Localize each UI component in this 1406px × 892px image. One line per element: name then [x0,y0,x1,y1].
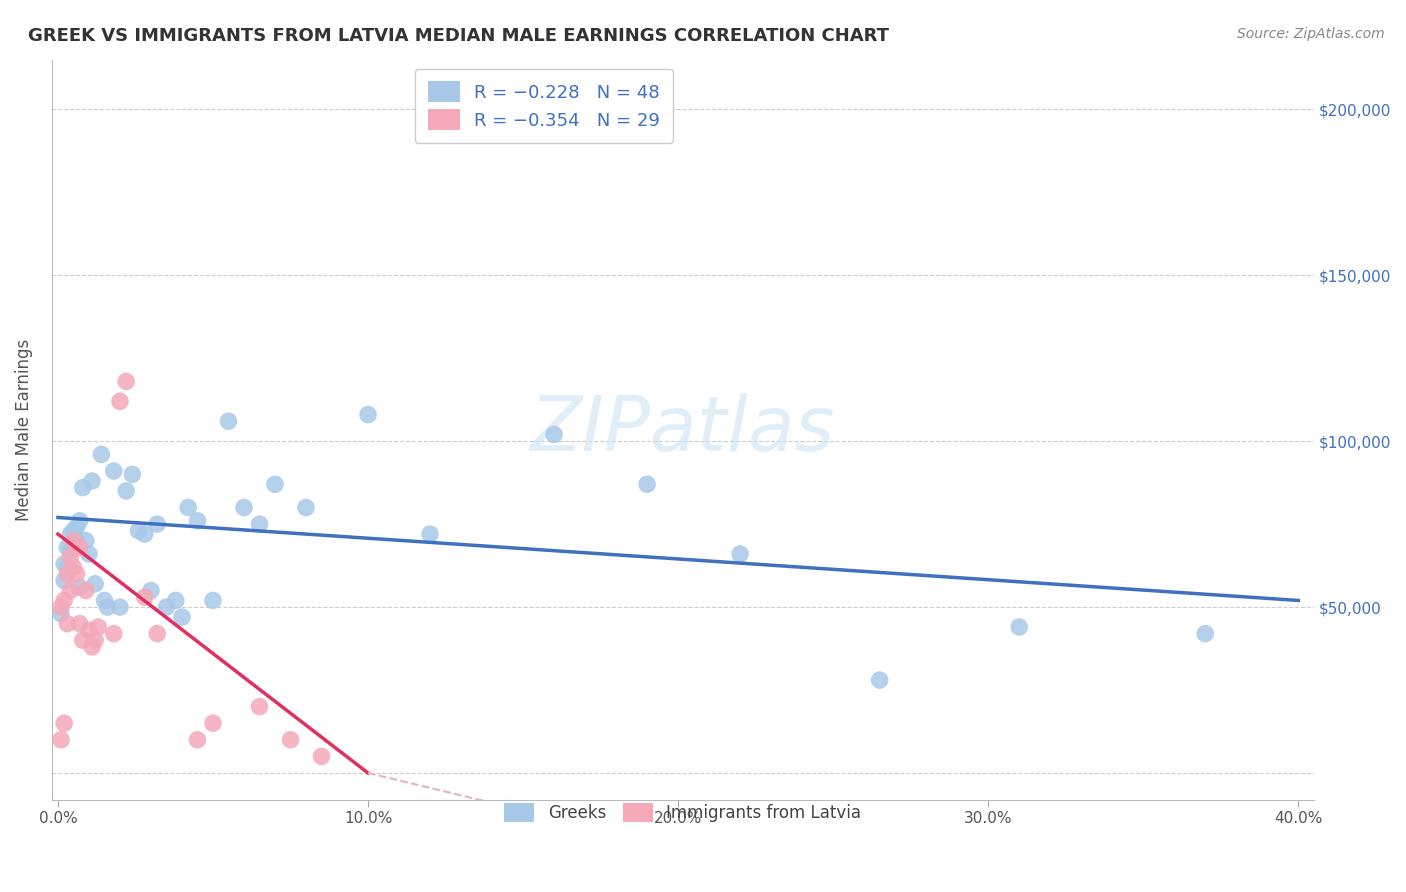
Point [59,550,82,565]
Point [177,500,200,515]
Point [134,527,156,541]
Point [59,527,82,541]
Point [49,732,72,747]
Point [201,716,224,731]
Point [146,626,169,640]
Point [155,600,177,615]
Point [65,566,87,581]
Point [233,500,256,515]
Point [728,547,751,561]
Point [49,600,72,615]
Point [62,560,84,574]
Point [108,600,131,615]
Point [134,590,156,604]
Point [419,527,441,541]
Point [186,732,208,747]
Point [201,593,224,607]
Point [62,533,84,548]
Point [93,593,115,607]
Point [1194,626,1216,640]
Point [103,464,125,478]
Point [53,593,76,607]
Point [295,500,318,515]
Point [170,610,193,624]
Point [249,699,271,714]
Point [62,524,84,538]
Point [53,716,76,731]
Point [311,749,333,764]
Point [103,626,125,640]
Point [69,580,91,594]
Point [186,514,208,528]
Point [75,583,97,598]
Point [115,375,138,389]
Point [72,633,94,648]
Point [108,394,131,409]
Point [53,557,76,571]
Point [72,481,94,495]
Point [249,517,271,532]
Point [90,447,112,461]
Point [69,616,91,631]
Point [80,474,103,488]
Point [146,517,169,532]
Text: GREEK VS IMMIGRANTS FROM LATVIA MEDIAN MALE EARNINGS CORRELATION CHART: GREEK VS IMMIGRANTS FROM LATVIA MEDIAN M… [28,27,889,45]
Point [357,408,380,422]
Text: ZIPatlas: ZIPatlas [530,392,835,467]
Point [280,732,302,747]
Point [69,514,91,528]
Point [56,566,79,581]
Point [218,414,240,428]
Point [69,541,91,555]
Point [56,541,79,555]
Point [543,427,565,442]
Point [165,593,187,607]
Text: Source: ZipAtlas.com: Source: ZipAtlas.com [1237,27,1385,41]
Point [115,483,138,498]
Point [75,533,97,548]
Point [121,467,143,482]
Point [636,477,658,491]
Point [87,620,110,634]
Legend: Greeks, Immigrants from Latvia: Greeks, Immigrants from Latvia [491,789,875,836]
Point [869,673,891,687]
Point [65,533,87,548]
Point [80,640,103,654]
Point [97,600,120,615]
Y-axis label: Median Male Earnings: Median Male Earnings [15,338,32,521]
Point [77,547,100,561]
Point [62,541,84,555]
Point [77,624,100,638]
Point [84,633,107,648]
Point [56,616,79,631]
Point [49,607,72,621]
Point [65,520,87,534]
Point [139,583,162,598]
Point [53,574,76,588]
Point [84,577,107,591]
Point [56,560,79,574]
Point [59,583,82,598]
Point [59,543,82,558]
Point [264,477,287,491]
Point [128,524,150,538]
Point [1008,620,1031,634]
